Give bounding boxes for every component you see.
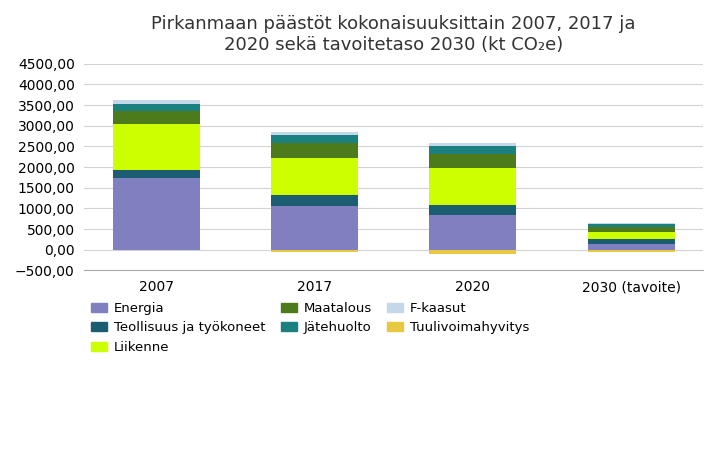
Bar — [588, 223, 675, 224]
Bar — [588, 250, 675, 252]
Bar — [271, 135, 358, 143]
Bar — [429, 250, 516, 254]
Bar — [113, 178, 200, 250]
Bar — [429, 168, 516, 205]
Bar — [113, 111, 200, 124]
Bar — [588, 245, 675, 250]
Bar — [429, 205, 516, 215]
Bar — [113, 169, 200, 178]
Bar — [588, 224, 675, 228]
Bar — [588, 239, 675, 245]
Bar — [113, 105, 200, 111]
Bar — [429, 154, 516, 168]
Bar — [588, 228, 675, 231]
Bar — [113, 100, 200, 105]
Bar — [588, 231, 675, 239]
Bar — [271, 195, 358, 206]
Bar — [271, 250, 358, 252]
Bar — [429, 143, 516, 146]
Bar — [271, 206, 358, 250]
Bar — [429, 146, 516, 154]
Bar — [271, 132, 358, 135]
Bar — [271, 158, 358, 195]
Title: Pirkanmaan päästöt kokonaisuuksittain 2007, 2017 ja
2020 sekä tavoitetaso 2030 (: Pirkanmaan päästöt kokonaisuuksittain 20… — [151, 15, 636, 54]
Legend: Energia, Teollisuus ja työkoneet, Liikenne, Maatalous, Jätehuolto, F-kaasut, Tuu: Energia, Teollisuus ja työkoneet, Liiken… — [91, 302, 529, 354]
Bar — [271, 143, 358, 158]
Bar — [113, 124, 200, 169]
Bar — [429, 215, 516, 250]
